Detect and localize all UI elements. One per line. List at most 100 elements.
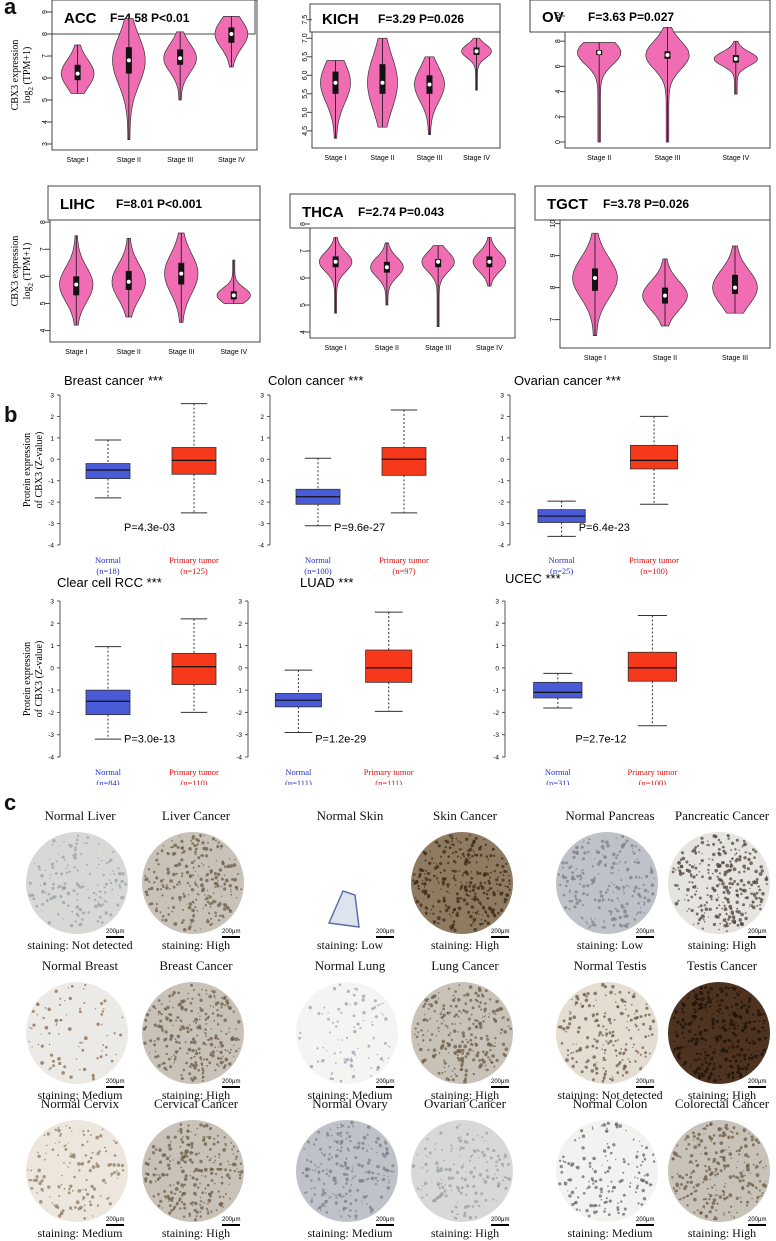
stain-dot	[465, 893, 469, 896]
stain-dot	[495, 863, 499, 867]
stain-dot	[201, 887, 205, 891]
stain-dot	[152, 1173, 156, 1177]
stain-dot	[699, 1139, 704, 1143]
stain-dot	[718, 928, 720, 931]
stain-dot	[461, 852, 465, 856]
stain-dot	[451, 911, 455, 914]
y-tick-label: 7.5	[302, 15, 309, 25]
stain-dot	[756, 1153, 759, 1156]
stage-label: Stage III	[416, 155, 442, 162]
stain-dot	[329, 1077, 333, 1080]
stain-dot	[169, 1160, 171, 1163]
stain-dot	[745, 1072, 747, 1074]
stain-dot	[633, 1016, 637, 1020]
stain-dot	[388, 1186, 390, 1189]
stain-dot	[748, 1132, 751, 1135]
stain-dot	[425, 1154, 427, 1157]
stain-dot	[634, 885, 638, 890]
stain-dot	[157, 863, 160, 866]
stain-dot	[700, 914, 703, 917]
stain-dot	[452, 843, 455, 847]
stain-dot	[178, 895, 182, 900]
stain-dot	[694, 993, 698, 997]
stain-dot	[37, 865, 41, 869]
tumor-box-group: Primary tumor(n=100)	[629, 415, 679, 576]
stain-dot	[84, 983, 87, 987]
stain-dot	[437, 997, 440, 1000]
stain-dot	[112, 870, 114, 872]
stain-dot	[573, 1202, 577, 1205]
stain-dot	[107, 861, 110, 864]
stain-dot	[696, 887, 699, 889]
stain-dot	[200, 883, 204, 888]
stain-dot	[562, 893, 566, 897]
stain-dot	[228, 909, 233, 913]
stain-dot	[436, 863, 438, 865]
stain-dot	[180, 1183, 184, 1187]
stain-dot	[439, 861, 443, 866]
stain-dot	[476, 886, 481, 890]
stain-dot	[221, 1176, 224, 1179]
stain-dot	[601, 926, 604, 929]
stain-dot	[455, 1185, 460, 1190]
stain-dot	[468, 985, 473, 989]
scale-label: 200μm	[748, 1079, 766, 1085]
stain-dot	[645, 874, 649, 879]
stain-dot	[157, 1192, 160, 1196]
y-tick-label: -2	[48, 500, 54, 507]
stain-dot	[692, 848, 697, 852]
stain-dot	[82, 1133, 86, 1136]
stain-dot	[454, 1023, 457, 1025]
stain-dot	[67, 1027, 72, 1031]
stain-dot	[601, 1048, 603, 1050]
stain-dot	[181, 875, 184, 878]
stain-dot	[503, 1054, 507, 1057]
stain-dot	[482, 1020, 485, 1023]
stat-label: F=8.01 P<0.001	[116, 197, 202, 211]
stain-dot	[224, 1049, 227, 1052]
stain-dot	[170, 1190, 173, 1194]
stain-dot	[493, 893, 496, 896]
stain-dot	[634, 1023, 637, 1026]
stain-dot	[702, 1127, 705, 1130]
stain-dot	[351, 1167, 354, 1170]
stain-dot	[754, 850, 758, 854]
violin-2	[370, 242, 404, 306]
stain-dot	[637, 861, 640, 864]
stain-dot	[351, 1177, 354, 1179]
stain-dot	[98, 863, 100, 866]
stain-dot	[720, 1155, 723, 1159]
stain-dot	[728, 1027, 731, 1030]
normal-box	[85, 689, 131, 716]
stain-dot	[182, 1215, 186, 1218]
stain-dot	[483, 881, 487, 884]
stain-dot	[186, 1129, 190, 1133]
stain-dot	[742, 839, 746, 843]
stain-dot	[487, 1016, 490, 1018]
stain-dot	[611, 1034, 615, 1038]
stain-dot	[52, 862, 55, 865]
stain-dot	[411, 1164, 416, 1168]
stain-dot	[112, 850, 115, 853]
stain-dot	[87, 896, 90, 899]
stain-dot	[45, 892, 47, 894]
stain-dot	[629, 1182, 632, 1184]
stain-dot	[695, 1164, 699, 1168]
stain-dot	[68, 1206, 73, 1210]
stain-dot	[745, 1010, 749, 1015]
stain-dot	[567, 1190, 569, 1192]
stain-dot	[333, 1140, 336, 1143]
stain-dot	[203, 834, 206, 837]
stain-dot	[193, 844, 197, 848]
stain-dot	[235, 897, 238, 899]
stain-dot	[427, 897, 429, 899]
stain-dot	[698, 922, 700, 924]
stain-dot	[72, 889, 74, 891]
stain-dot	[678, 1174, 682, 1179]
stain-dot	[735, 1196, 739, 1200]
stain-dot	[440, 1022, 443, 1025]
stain-dot	[214, 914, 217, 917]
stain-dot	[424, 853, 427, 856]
stain-dot	[357, 1048, 359, 1050]
stain-dot	[707, 997, 710, 1000]
